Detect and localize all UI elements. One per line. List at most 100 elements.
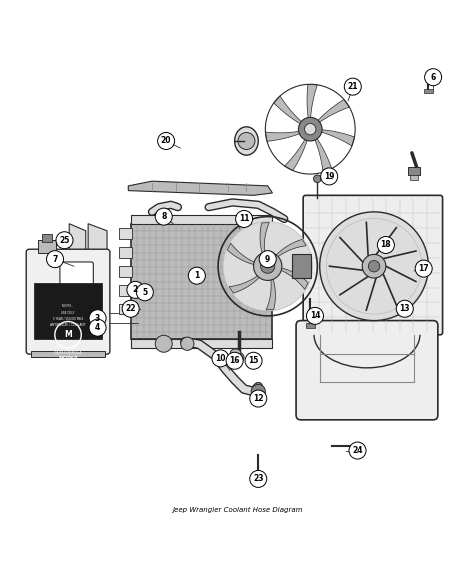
Text: ANTIFREEZE / COOLANT: ANTIFREEZE / COOLANT [50, 323, 86, 327]
Circle shape [377, 236, 394, 254]
Bar [119, 304, 132, 315]
Circle shape [320, 168, 337, 185]
Circle shape [46, 251, 64, 267]
Circle shape [188, 267, 205, 284]
Polygon shape [307, 85, 318, 118]
Circle shape [236, 210, 253, 228]
Polygon shape [274, 239, 306, 259]
Text: OE/M FORMULA: OE/M FORMULA [55, 351, 82, 355]
Polygon shape [227, 243, 257, 265]
Circle shape [349, 442, 366, 459]
Circle shape [223, 221, 312, 311]
Text: 6: 6 [430, 72, 436, 82]
Text: 18: 18 [381, 240, 391, 250]
Bar [119, 266, 132, 277]
Circle shape [56, 232, 73, 249]
Polygon shape [69, 224, 86, 339]
Circle shape [259, 251, 276, 267]
Polygon shape [321, 130, 355, 146]
Text: 20: 20 [161, 136, 172, 145]
Circle shape [235, 352, 244, 362]
Bar [131, 224, 273, 339]
FancyBboxPatch shape [26, 249, 110, 354]
Bar [119, 285, 132, 296]
Polygon shape [274, 96, 301, 124]
Text: 4: 4 [95, 323, 100, 332]
Text: 14: 14 [310, 311, 320, 320]
Bar [306, 323, 315, 328]
Circle shape [245, 352, 262, 369]
Circle shape [226, 352, 243, 369]
Circle shape [157, 132, 174, 150]
Circle shape [155, 208, 172, 225]
Text: 17: 17 [419, 264, 429, 273]
Text: 13: 13 [400, 304, 410, 313]
Circle shape [261, 259, 275, 273]
Polygon shape [284, 139, 307, 171]
Circle shape [368, 260, 380, 272]
Text: 23: 23 [253, 474, 264, 484]
Circle shape [251, 384, 265, 398]
Circle shape [344, 78, 361, 95]
Bar [131, 339, 273, 348]
Circle shape [307, 308, 323, 324]
Circle shape [181, 337, 194, 350]
Text: MOPAR: MOPAR [58, 356, 78, 361]
Bar [255, 479, 262, 482]
Text: 8: 8 [161, 212, 166, 221]
Bar [38, 240, 55, 254]
Circle shape [212, 350, 229, 367]
Text: 1: 1 [194, 271, 200, 280]
Text: 11: 11 [239, 214, 249, 224]
Text: 12: 12 [253, 394, 264, 403]
Text: 15: 15 [248, 356, 259, 365]
Circle shape [305, 124, 316, 135]
Polygon shape [88, 224, 107, 339]
Text: 21: 21 [347, 82, 358, 91]
FancyBboxPatch shape [60, 262, 93, 288]
Text: NO MIX...: NO MIX... [63, 304, 74, 308]
Text: 10: 10 [215, 354, 226, 363]
Circle shape [415, 260, 432, 277]
Circle shape [127, 281, 144, 298]
Bar [31, 351, 105, 357]
Bar [408, 167, 420, 175]
Circle shape [238, 132, 255, 150]
Polygon shape [260, 223, 269, 256]
Bar [131, 215, 273, 224]
Circle shape [425, 68, 442, 86]
Bar [292, 254, 311, 278]
Text: 24: 24 [352, 446, 363, 455]
Circle shape [250, 390, 267, 407]
Bar [424, 89, 433, 93]
Ellipse shape [230, 349, 241, 356]
Bar [273, 243, 282, 264]
Circle shape [137, 283, 154, 301]
Polygon shape [128, 181, 273, 196]
Text: 5: 5 [142, 288, 147, 297]
Polygon shape [318, 99, 349, 122]
Circle shape [250, 470, 267, 488]
Text: 25: 25 [59, 236, 70, 245]
Text: 3: 3 [95, 314, 100, 323]
Circle shape [362, 254, 386, 278]
Text: 9: 9 [265, 255, 270, 264]
Polygon shape [229, 274, 261, 293]
FancyBboxPatch shape [303, 196, 443, 335]
Text: USE ONLY: USE ONLY [61, 312, 75, 316]
Bar [119, 247, 132, 258]
Circle shape [155, 335, 172, 352]
Text: Jeep Wrangler Coolant Hose Diagram: Jeep Wrangler Coolant Hose Diagram [172, 507, 302, 513]
Polygon shape [266, 276, 275, 310]
Text: 2: 2 [133, 285, 138, 294]
Bar [42, 234, 53, 241]
Circle shape [299, 117, 322, 141]
Bar [34, 283, 102, 339]
Text: 16: 16 [229, 356, 240, 365]
Polygon shape [315, 138, 332, 172]
Bar [273, 281, 281, 297]
Circle shape [122, 300, 139, 317]
FancyBboxPatch shape [296, 321, 438, 420]
Text: 5 YEAR / 150,000 MILE: 5 YEAR / 150,000 MILE [53, 317, 83, 321]
Circle shape [89, 310, 106, 327]
